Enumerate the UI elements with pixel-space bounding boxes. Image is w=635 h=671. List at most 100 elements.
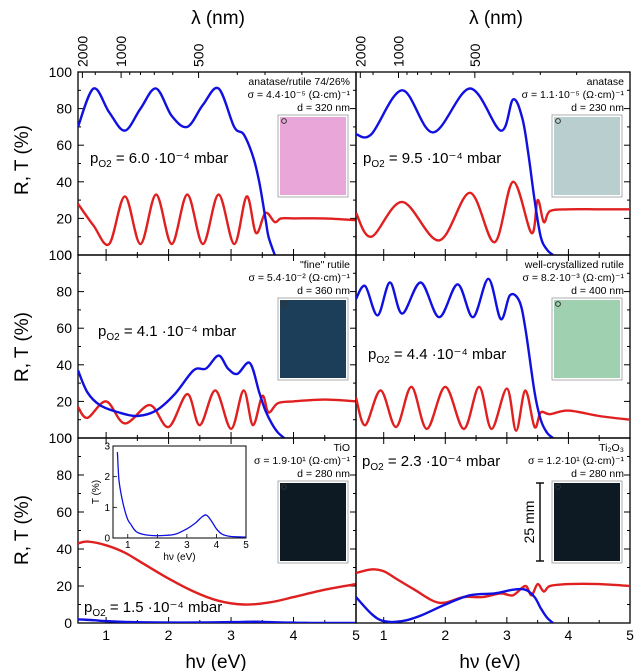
sample-title: "fine" rutile	[300, 259, 350, 271]
conductivity: σ = 5.4·10⁻² (Ω·cm)⁻¹	[248, 272, 350, 284]
oxygen-pressure-label: pO2 = 6.0 ·10⁻⁴ mbar	[90, 150, 228, 170]
sample-title: well-crystallized rutile	[524, 259, 624, 271]
y-axis-title-row1: R, T (%)	[12, 125, 33, 195]
x-tick-label: 5	[626, 627, 634, 643]
inset-x-tick-label: 5	[243, 540, 249, 551]
photo-mark-icon	[555, 484, 561, 490]
series-T-line	[78, 618, 356, 623]
oxygen-pressure-label: pO2 = 9.5 ·10⁻⁴ mbar	[363, 150, 501, 170]
y-tick-label: 20	[56, 210, 72, 226]
y-tick-label: 40	[56, 541, 72, 557]
top-tick-label: 1000	[113, 36, 129, 67]
inset-x-tick-label: 3	[184, 540, 190, 551]
x-axis-title-right: hν (eV)	[459, 652, 520, 671]
x-axis-title-left: hν (eV)	[185, 652, 246, 671]
scale-bar-label: 25 mm	[521, 501, 537, 544]
conductivity: σ = 1.9·10¹ (Ω·cm)⁻¹	[254, 455, 351, 467]
inset-y-label: T (%)	[91, 480, 102, 504]
y-tick-label: 40	[56, 174, 72, 190]
photo-mark-icon	[281, 484, 287, 490]
series-T-line	[78, 354, 285, 438]
sample-photo	[280, 300, 346, 378]
sample-title: anatase/rutile 74/26%	[248, 76, 350, 88]
top-axis-title-right: λ (nm)	[469, 8, 523, 29]
thickness: d = 280 nm	[571, 468, 624, 480]
y-tick-label: 100	[49, 64, 73, 80]
inset-x-label: hν (eV)	[163, 552, 195, 563]
top-tick-label: 500	[467, 43, 483, 67]
x-tick-label: 5	[352, 627, 360, 643]
inset-x-tick-label: 1	[125, 540, 131, 551]
thickness: d = 280 nm	[297, 468, 350, 480]
thickness: d = 400 nm	[571, 285, 624, 297]
top-tick-label: 1000	[390, 36, 406, 67]
conductivity: σ = 4.4·10⁻⁵ (Ω·cm)⁻¹	[248, 89, 351, 101]
sample-photo	[554, 483, 620, 561]
series-T-line	[356, 587, 554, 623]
photo-mark-icon	[555, 301, 561, 307]
thickness: d = 230 nm	[571, 102, 624, 114]
y-tick-label: 0	[64, 615, 72, 631]
y-tick-label: 80	[56, 284, 72, 300]
photo-mark-icon	[555, 118, 561, 124]
oxygen-pressure-label: pO2 = 4.4 ·10⁻⁴ mbar	[368, 346, 506, 366]
y-axis-title-row3: R, T (%)	[12, 495, 33, 565]
series-T-line	[356, 87, 554, 255]
y-tick-label: 100	[49, 430, 73, 446]
conductivity: σ = 1.2·10¹ (Ω·cm)⁻¹	[528, 455, 625, 467]
y-axis-title-row2: R, T (%)	[12, 312, 33, 382]
x-tick-label: 2	[165, 627, 173, 643]
conductivity: σ = 1.1·10⁻⁵ (Ω·cm)⁻¹	[522, 89, 625, 101]
y-tick-label: 20	[56, 578, 72, 594]
x-tick-label: 1	[102, 627, 110, 643]
x-tick-label: 3	[227, 627, 235, 643]
y-tick-label: 60	[56, 137, 72, 153]
oxygen-pressure-label: pO2 = 4.1 ·10⁻⁴ mbar	[98, 323, 236, 343]
series-R-line	[356, 385, 630, 432]
sample-title: Ti₂O₃	[599, 442, 624, 454]
conductivity: σ = 8.2·10⁻³ (Ω·cm)⁻¹	[522, 272, 624, 284]
inset-y-tick-label: 0	[104, 534, 110, 545]
top-axis-title: λ (nm)	[191, 8, 245, 29]
x-tick-label: 2	[441, 627, 449, 643]
series-T-line	[356, 277, 554, 438]
sample-photo	[280, 117, 346, 195]
sample-photo	[554, 117, 620, 195]
y-tick-label: 20	[56, 393, 72, 409]
top-tick-label: 2000	[352, 36, 368, 67]
y-tick-label: 80	[56, 467, 72, 483]
oxygen-pressure-label: pO2 = 2.3 ·10⁻⁴ mbar	[362, 453, 500, 473]
inset-series-T-line	[116, 452, 247, 538]
series-R-line	[78, 193, 356, 247]
inset-frame	[112, 445, 247, 539]
y-tick-label: 100	[49, 247, 73, 263]
photo-mark-icon	[281, 118, 287, 124]
y-tick-label: 40	[56, 357, 72, 373]
inset-x-tick-label: 4	[214, 540, 220, 551]
series-R-line	[78, 389, 356, 431]
inset-y-tick-label: 3	[104, 442, 110, 453]
series-R-line	[356, 180, 630, 244]
x-tick-label: 4	[290, 627, 298, 643]
oxygen-pressure-label: pO2 = 1.5 ·10⁻⁴ mbar	[84, 599, 222, 619]
y-tick-label: 0	[64, 247, 72, 263]
y-tick-label: 0	[64, 430, 72, 446]
top-tick-label: 500	[191, 43, 207, 67]
y-tick-label: 80	[56, 101, 72, 117]
thickness: d = 320 nm	[297, 102, 350, 114]
thickness: d = 360 nm	[297, 285, 350, 297]
y-tick-label: 60	[56, 504, 72, 520]
series-R-line	[78, 540, 356, 606]
x-tick-label: 4	[565, 627, 573, 643]
photo-mark-icon	[281, 301, 287, 307]
series-R-line	[356, 568, 630, 605]
sample-photo	[280, 483, 346, 561]
sample-title: anatase	[587, 76, 625, 88]
x-tick-label: 3	[503, 627, 511, 643]
